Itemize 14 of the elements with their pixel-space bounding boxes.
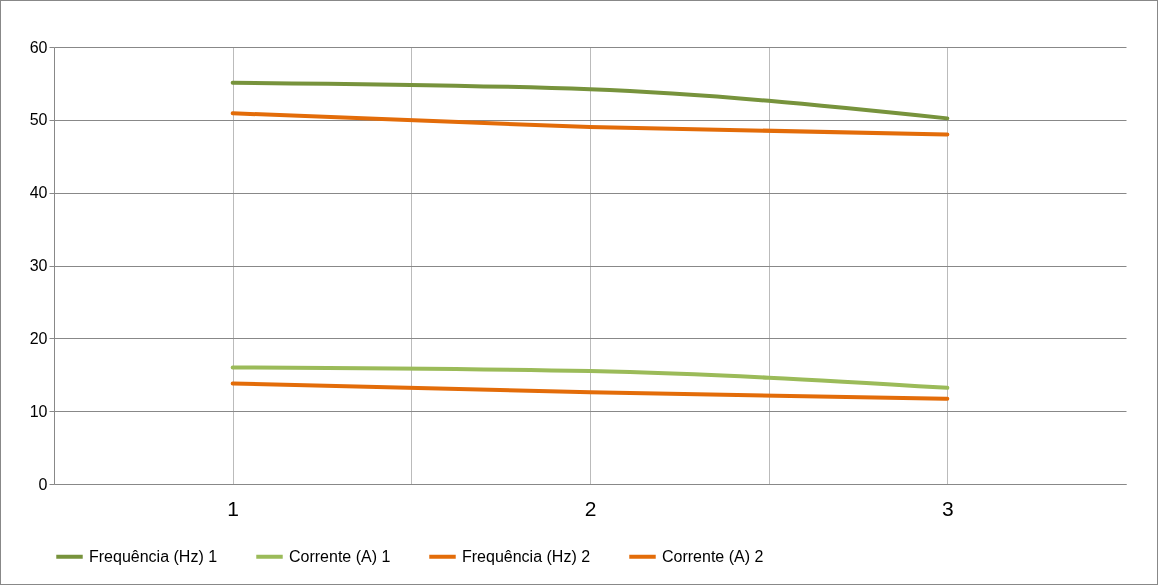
y-tick-label: 10 (29, 402, 48, 420)
legend-label: Frequência (Hz) 2 (462, 547, 591, 565)
y-tick-label: 0 (38, 475, 48, 493)
y-tick-label: 20 (29, 329, 48, 347)
legend-label: Corrente (A) 1 (289, 547, 391, 565)
legend-label: Corrente (A) 2 (662, 547, 764, 565)
legend-label: Frequência (Hz) 1 (89, 547, 218, 565)
y-tick-label: 30 (29, 257, 48, 274)
y-tick-label: 40 (29, 184, 48, 202)
x-tick-label: 3 (941, 496, 954, 520)
y-tick-label: 60 (29, 38, 48, 56)
x-tick-label: 2 (584, 496, 597, 520)
x-tick-label: 1 (227, 496, 240, 520)
y-tick-label: 50 (29, 111, 48, 129)
